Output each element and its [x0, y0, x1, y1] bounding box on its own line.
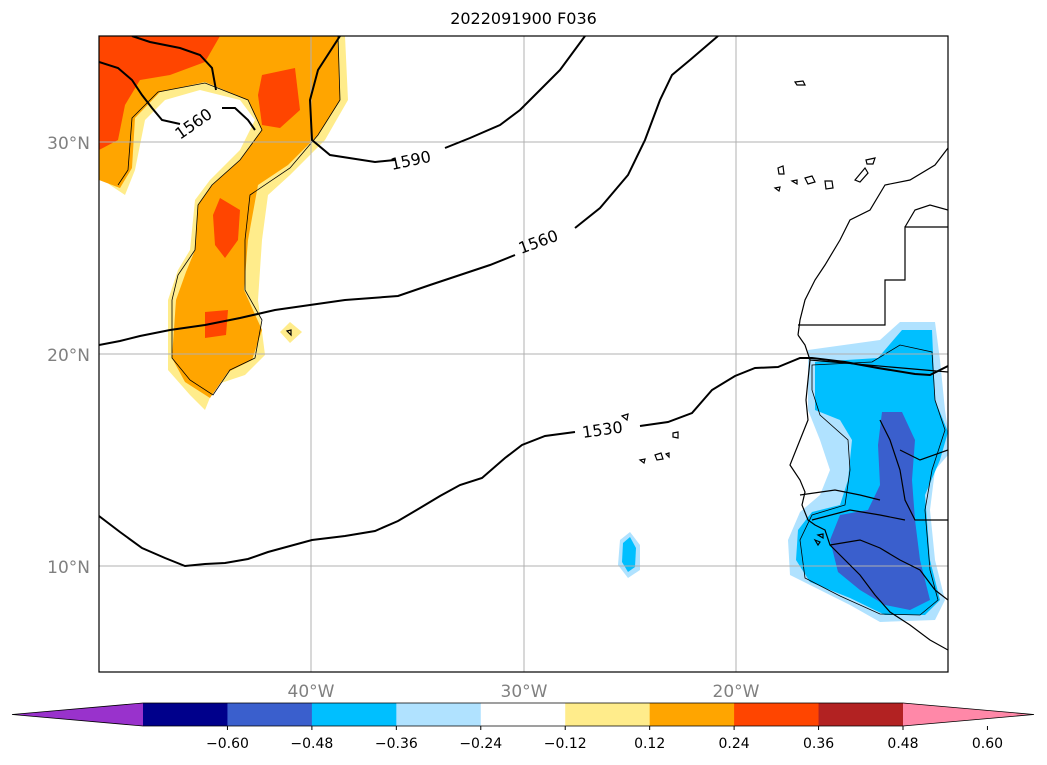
contour-1560-north: [131, 36, 217, 91]
positive-anomaly-strong-3: [213, 198, 240, 258]
graticule: [99, 36, 948, 672]
positive-anomaly-strong-4: [205, 310, 228, 338]
colorbar-segment: [818, 703, 904, 726]
contour-1560-south: [99, 254, 516, 346]
lat-label-10: 10°N: [47, 558, 90, 578]
colorbar-tick-label: −0.36: [375, 736, 418, 752]
colorbar-segment: [396, 703, 482, 726]
contour-1560-north-c: [222, 107, 256, 131]
negative-anomaly-strong: [830, 412, 930, 610]
colorbar-segment: [311, 703, 397, 726]
colorbar-tick-label: 0.24: [719, 736, 750, 752]
lat-label-20: 20°N: [47, 346, 90, 366]
contour-1590-b: [444, 36, 586, 149]
contour-1530-b: [639, 357, 948, 427]
colorbar-segment: [565, 703, 651, 726]
positive-anomaly-strong-2: [258, 68, 300, 128]
colorbar-segment: [734, 703, 820, 726]
shaded-fields: [99, 36, 948, 622]
contour-1560-north-b: [99, 61, 181, 125]
colorbar: −0.60 −0.48 −0.36 −0.24 −0.12 0.12 0.24 0.36 0.4…: [11, 702, 1035, 752]
contour-1560-south-b: [574, 36, 719, 229]
colorbar-extension-low: [12, 703, 143, 726]
islands: [285, 80, 876, 547]
lat-label-30: 30°N: [47, 134, 90, 154]
contour-1530: [99, 431, 576, 568]
positive-anomaly-strong-1: [99, 36, 220, 150]
gridline-labels: 30°N 20°N 10°N 40°W 30°W 20°W: [47, 134, 760, 702]
colorbar-extension-high: [903, 703, 1034, 726]
height-contours: [99, 36, 948, 568]
colorbar-tick-label: −0.24: [459, 736, 502, 752]
colorbar-tick-label: −0.12: [544, 736, 587, 752]
colorbar-outline: [11, 702, 1035, 727]
page-title: 2022091900 F036: [450, 9, 597, 28]
lon-label-40w: 40°W: [288, 682, 335, 702]
colorbar-tick-label: 0.48: [887, 736, 918, 752]
colorbar-segment: [649, 703, 735, 726]
colorbar-tick-label: 0.12: [634, 736, 665, 752]
colorbar-tick-label: 0.60: [972, 736, 1003, 752]
contour-1590: [308, 36, 396, 164]
coastlines: [789, 147, 948, 651]
colorbar-segment: [143, 703, 228, 726]
colorbar-tick-label: −0.48: [290, 736, 333, 752]
colorbar-tick-label: −0.60: [206, 736, 249, 752]
map-frame: [98, 35, 949, 673]
colorbar-tick-label: 0.36: [803, 736, 834, 752]
negative-anomaly-isolated-mid: [622, 537, 636, 572]
lon-label-20w: 20°W: [713, 682, 760, 702]
colorbar-segment: [227, 703, 313, 726]
lon-label-30w: 30°W: [501, 682, 548, 702]
colorbar-segment: [480, 703, 566, 726]
